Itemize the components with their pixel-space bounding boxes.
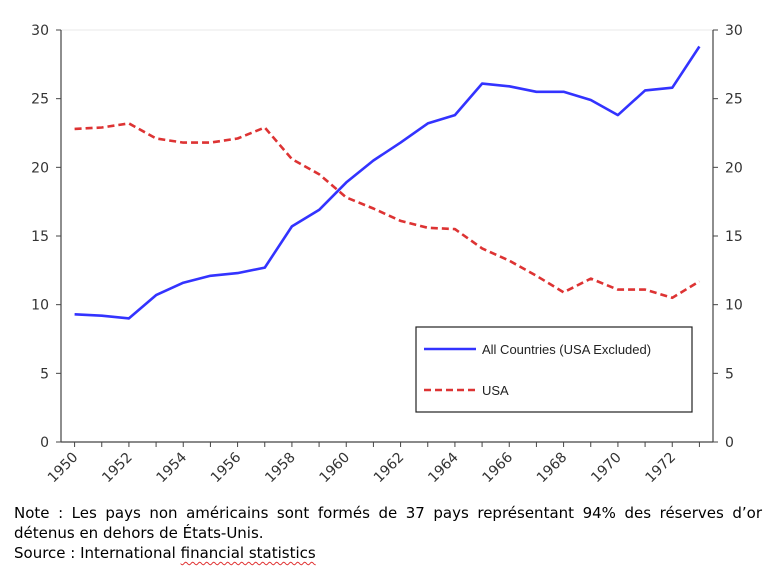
data-point-all-countries — [209, 275, 212, 278]
data-point-usa — [617, 288, 620, 291]
data-point-all-countries — [481, 82, 484, 85]
x-tick-label: 1968 — [534, 450, 571, 487]
series-line-usa — [74, 122, 701, 300]
data-point-usa — [263, 126, 266, 129]
data-point-usa — [318, 173, 321, 176]
data-point-all-countries — [236, 272, 239, 275]
y-tick-label-left: 5 — [40, 366, 49, 382]
data-point-usa — [644, 288, 647, 291]
data-point-all-countries — [291, 225, 294, 228]
data-point-usa — [209, 141, 212, 144]
data-point-usa — [372, 207, 375, 210]
data-point-usa — [73, 128, 76, 131]
x-tick-label: 1970 — [588, 450, 625, 487]
x-tick-label: 1956 — [208, 449, 245, 486]
x-tick-label: 1958 — [262, 450, 299, 487]
data-point-all-countries — [698, 45, 701, 48]
footnote-source-flagged: financial statistics — [180, 544, 316, 562]
data-point-usa — [236, 137, 239, 140]
y-tick-label-right: 30 — [725, 23, 743, 39]
y-tick-label-right: 10 — [725, 298, 743, 314]
data-point-usa — [100, 126, 103, 129]
data-point-all-countries — [372, 159, 375, 162]
x-tick-label: 1966 — [480, 449, 517, 486]
data-point-all-countries — [399, 141, 402, 144]
x-tick-label: 1954 — [154, 449, 191, 486]
data-point-usa — [155, 137, 158, 140]
legend-box — [415, 326, 693, 413]
footnote-source-prefix: Source : International — [14, 544, 181, 562]
y-tick-label-right: 5 — [725, 366, 734, 382]
data-point-usa — [454, 228, 457, 231]
x-tick-label: 1960 — [317, 450, 354, 487]
data-point-all-countries — [644, 89, 647, 92]
x-tick-label: 1964 — [425, 449, 462, 486]
y-tick-label-left: 30 — [31, 23, 49, 39]
data-point-all-countries — [562, 91, 565, 94]
y-tick-label-right: 20 — [725, 160, 743, 176]
data-point-all-countries — [671, 86, 674, 89]
data-point-all-countries — [535, 91, 538, 94]
legend: All Countries (USA Excluded) USA — [415, 326, 693, 413]
x-tick-label: 1950 — [45, 450, 82, 487]
data-point-all-countries — [345, 181, 348, 184]
data-point-all-countries — [617, 114, 620, 117]
data-point-usa — [182, 141, 185, 144]
data-point-all-countries — [100, 314, 103, 317]
footnote: Note : Les pays non américains sont form… — [14, 503, 762, 563]
legend-label-usa: USA — [482, 383, 509, 398]
x-tick-label: 1952 — [99, 450, 136, 487]
data-point-all-countries — [508, 85, 511, 88]
y-tick-label-left: 20 — [31, 160, 49, 176]
data-point-all-countries — [128, 317, 131, 320]
legend-label-all-countries: All Countries (USA Excluded) — [482, 342, 651, 357]
data-point-usa — [589, 277, 592, 280]
series-line-all-countries — [74, 45, 701, 320]
y-tick-label-right: 0 — [725, 435, 734, 451]
axes: 0 0 5 5 10 10 15 15 20 20 25 25 30 30 1950 1952 1954 1956… — [31, 23, 743, 486]
data-point-all-countries — [426, 122, 429, 125]
data-point-all-countries — [318, 209, 321, 212]
data-point-usa — [535, 275, 538, 278]
y-tick-label-right: 25 — [725, 92, 743, 108]
data-point-all-countries — [155, 294, 158, 297]
series-layer — [73, 45, 701, 320]
data-point-all-countries — [589, 99, 592, 102]
x-tick-label: 1972 — [643, 450, 680, 487]
data-point-usa — [671, 297, 674, 300]
y-tick-label-left: 15 — [31, 229, 49, 245]
y-tick-label-left: 0 — [40, 435, 49, 451]
data-point-usa — [562, 291, 565, 294]
data-point-all-countries — [263, 266, 266, 269]
y-tick-label-left: 10 — [31, 298, 49, 314]
data-point-all-countries — [182, 281, 185, 284]
data-point-all-countries — [73, 313, 76, 316]
x-tick-label: 1962 — [371, 450, 408, 487]
data-point-usa — [128, 122, 131, 125]
line-chart: 0 0 5 5 10 10 15 15 20 20 25 25 30 30 1950 1952 1954 1956… — [31, 23, 743, 486]
y-tick-label-right: 15 — [725, 229, 743, 245]
data-point-usa — [508, 259, 511, 262]
data-point-usa — [426, 226, 429, 229]
data-point-usa — [698, 280, 701, 283]
y-tick-label-left: 25 — [31, 92, 49, 108]
data-point-usa — [399, 220, 402, 223]
data-point-usa — [481, 247, 484, 250]
data-point-usa — [345, 196, 348, 199]
footnote-source: Source : International financial statist… — [14, 543, 762, 563]
data-point-all-countries — [454, 114, 457, 117]
footnote-note: Note : Les pays non américains sont form… — [14, 504, 762, 542]
data-point-usa — [291, 158, 294, 161]
